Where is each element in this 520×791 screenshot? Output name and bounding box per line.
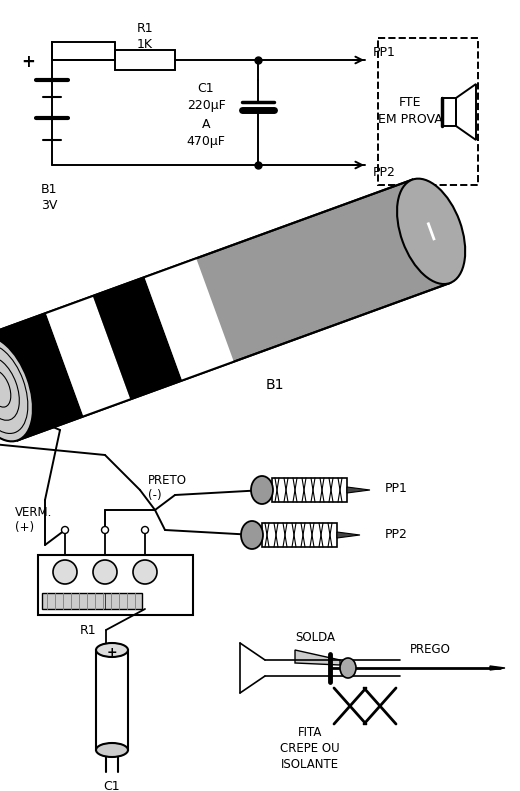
Bar bbox=[378, 38, 478, 185]
Polygon shape bbox=[93, 277, 182, 399]
Ellipse shape bbox=[61, 527, 69, 533]
Ellipse shape bbox=[241, 521, 263, 549]
Text: B1
3V: B1 3V bbox=[41, 183, 57, 212]
Text: PREGO: PREGO bbox=[410, 643, 450, 656]
Ellipse shape bbox=[0, 336, 33, 441]
Bar bbox=[42, 593, 142, 609]
Text: FTE
EM PROVA: FTE EM PROVA bbox=[378, 96, 443, 126]
Text: +: + bbox=[107, 646, 118, 660]
Polygon shape bbox=[0, 313, 84, 441]
Text: R1
1K: R1 1K bbox=[137, 21, 153, 51]
Text: R1: R1 bbox=[80, 623, 96, 637]
Text: PP2: PP2 bbox=[385, 528, 408, 542]
Ellipse shape bbox=[397, 179, 465, 284]
Bar bbox=[442, 98, 456, 126]
Polygon shape bbox=[0, 180, 450, 441]
Ellipse shape bbox=[53, 560, 77, 584]
Text: SOLDA: SOLDA bbox=[295, 631, 335, 644]
Ellipse shape bbox=[96, 643, 128, 657]
Bar bbox=[38, 555, 193, 615]
Text: +: + bbox=[21, 53, 35, 71]
Text: PP2: PP2 bbox=[373, 166, 396, 180]
Text: PP1: PP1 bbox=[373, 46, 396, 59]
Text: C1
220μF
A
470μF: C1 220μF A 470μF bbox=[187, 81, 226, 149]
Bar bbox=[115, 50, 175, 70]
Bar bbox=[272, 478, 347, 502]
Polygon shape bbox=[347, 487, 370, 493]
Polygon shape bbox=[145, 259, 234, 380]
Ellipse shape bbox=[141, 527, 149, 533]
Ellipse shape bbox=[251, 476, 273, 504]
Polygon shape bbox=[337, 532, 360, 538]
Ellipse shape bbox=[133, 560, 157, 584]
Ellipse shape bbox=[340, 658, 356, 678]
Text: FITA
CREPE OU
ISOLANTE: FITA CREPE OU ISOLANTE bbox=[280, 726, 340, 771]
Text: B1: B1 bbox=[266, 378, 284, 392]
Text: PP1: PP1 bbox=[385, 482, 408, 494]
Polygon shape bbox=[490, 666, 505, 670]
Text: VERM.
(+): VERM. (+) bbox=[15, 505, 53, 535]
Text: C1: C1 bbox=[103, 780, 120, 791]
Bar bbox=[96, 650, 128, 750]
Text: PRETO
(-): PRETO (-) bbox=[148, 474, 187, 502]
Polygon shape bbox=[295, 650, 340, 665]
Bar bbox=[262, 523, 337, 547]
Ellipse shape bbox=[101, 527, 109, 533]
Ellipse shape bbox=[93, 560, 117, 584]
Ellipse shape bbox=[96, 743, 128, 757]
Polygon shape bbox=[46, 296, 131, 416]
